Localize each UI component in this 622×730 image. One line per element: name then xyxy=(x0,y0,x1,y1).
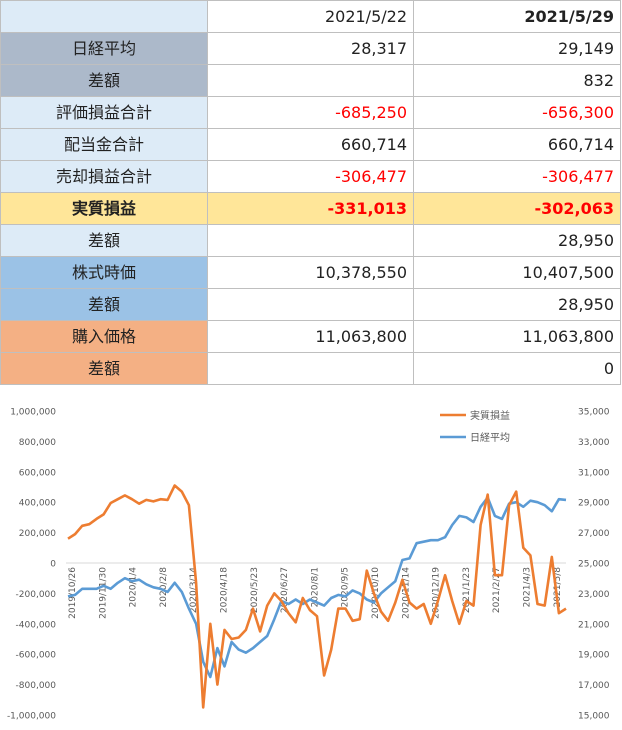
row-value-1: -331,013 xyxy=(207,192,414,225)
x-axis: 2019/10/26 2019/11/30 2020/1/4 2020/2/8 2020… xyxy=(68,567,563,619)
row-value-1: 660,714 xyxy=(207,128,414,161)
row-label-real: 実質損益 xyxy=(0,192,208,225)
summary-table: 2021/5/22 2021/5/29 日経平均 28,317 29,149 差… xyxy=(0,0,621,385)
right-tick-label: 23,000 xyxy=(578,590,610,600)
row-label-diff: 差額 xyxy=(0,352,208,385)
table-row: 評価損益合計 -685,250 -656,300 xyxy=(0,96,621,129)
table-row: 差額 832 xyxy=(0,64,621,97)
row-value-2: 28,950 xyxy=(413,224,621,257)
right-tick-label: 35,000 xyxy=(578,408,610,418)
table-header-row: 2021/5/22 2021/5/29 xyxy=(0,0,621,33)
right-tick-label: 17,000 xyxy=(578,681,610,691)
row-value-2: 28,950 xyxy=(413,288,621,321)
row-value-2: -656,300 xyxy=(413,96,621,129)
x-tick-label: 2021/5/8 xyxy=(553,567,563,608)
x-tick-label: 2020/12/19 xyxy=(432,567,442,619)
x-tick-label: 2020/10/10 xyxy=(371,567,381,619)
right-tick-label: 33,000 xyxy=(578,438,610,448)
series-lines xyxy=(67,484,567,709)
left-tick-label: -1,000,000 xyxy=(7,712,56,722)
row-label-dividend: 配当金合計 xyxy=(0,128,208,161)
row-value-1 xyxy=(207,352,414,385)
x-tick-label: 2020/5/23 xyxy=(250,567,260,613)
table-row: 株式時価 10,378,550 10,407,500 xyxy=(0,256,621,289)
table-row: 差額 28,950 xyxy=(0,224,621,257)
x-tick-label: 2019/10/26 xyxy=(68,567,78,619)
left-axis: 1,000,000 800,000 600,000 400,000 200,000 0 -2… xyxy=(7,408,56,722)
row-value-1: -306,477 xyxy=(207,160,414,193)
left-tick-label: -400,000 xyxy=(16,620,57,630)
right-tick-label: 27,000 xyxy=(578,529,610,539)
right-tick-label: 21,000 xyxy=(578,620,610,630)
row-value-2: -302,063 xyxy=(413,192,621,225)
left-tick-label: 1,000,000 xyxy=(10,408,56,418)
row-label-sale: 売却損益合計 xyxy=(0,160,208,193)
right-tick-label: 19,000 xyxy=(578,651,610,661)
row-value-2: 11,063,800 xyxy=(413,320,621,353)
row-label-market: 株式時価 xyxy=(0,256,208,289)
table-row: 実質損益 -331,013 -302,063 xyxy=(0,192,621,225)
row-value-1 xyxy=(207,288,414,321)
right-tick-label: 31,000 xyxy=(578,468,610,478)
row-value-2: 10,407,500 xyxy=(413,256,621,289)
table-row: 差額 0 xyxy=(0,352,621,385)
table-row: 配当金合計 660,714 660,714 xyxy=(0,128,621,161)
table-row: 日経平均 28,317 29,149 xyxy=(0,32,621,65)
header-date-2: 2021/5/29 xyxy=(413,0,621,33)
row-value-1: 10,378,550 xyxy=(207,256,414,289)
row-label-purchase: 購入価格 xyxy=(0,320,208,353)
table-row: 差額 28,950 xyxy=(0,288,621,321)
x-tick-label: 2020/8/1 xyxy=(310,567,320,607)
row-value-1: 11,063,800 xyxy=(207,320,414,353)
x-tick-label: 2019/11/30 xyxy=(98,567,108,619)
left-tick-label: 200,000 xyxy=(19,529,56,539)
x-tick-label: 2020/3/14 xyxy=(189,567,199,613)
row-label-diff: 差額 xyxy=(0,64,208,97)
row-value-2: 29,149 xyxy=(413,32,621,65)
right-tick-label: 25,000 xyxy=(578,560,610,570)
right-tick-label: 15,000 xyxy=(578,712,610,722)
left-tick-label: -600,000 xyxy=(16,651,57,661)
header-cell-blank xyxy=(0,0,208,33)
x-tick-label: 2021/4/3 xyxy=(523,567,533,607)
x-tick-label: 2020/9/5 xyxy=(341,567,351,607)
left-tick-label: 400,000 xyxy=(19,499,56,509)
left-tick-label: 600,000 xyxy=(19,468,56,478)
row-value-2: 0 xyxy=(413,352,621,385)
row-label-diff: 差額 xyxy=(0,224,208,257)
left-tick-label: 800,000 xyxy=(19,438,56,448)
x-tick-label: 2020/4/18 xyxy=(220,567,230,613)
left-tick-label: -200,000 xyxy=(16,590,57,600)
x-tick-label: 2020/2/8 xyxy=(159,567,169,608)
right-tick-label: 29,000 xyxy=(578,499,610,509)
left-tick-label: 0 xyxy=(50,560,56,570)
row-label-eval: 評価損益合計 xyxy=(0,96,208,129)
x-tick-label: 2020/6/27 xyxy=(280,567,290,613)
row-value-2: -306,477 xyxy=(413,160,621,193)
x-tick-label: 2021/1/23 xyxy=(462,567,472,613)
series-line-nikkei xyxy=(67,496,567,679)
row-value-1: 28,317 xyxy=(207,32,414,65)
table-row: 購入価格 11,063,800 11,063,800 xyxy=(0,320,621,353)
x-tick-label: 2021/2/27 xyxy=(492,567,502,613)
row-value-2: 660,714 xyxy=(413,128,621,161)
row-label-diff: 差額 xyxy=(0,288,208,321)
row-value-1 xyxy=(207,64,414,97)
row-value-1 xyxy=(207,224,414,257)
left-tick-label: -800,000 xyxy=(16,681,57,691)
legend-label: 実質損益 xyxy=(470,409,510,422)
series-line-real xyxy=(67,484,567,709)
row-label-nikkei: 日経平均 xyxy=(0,32,208,65)
line-chart: 1,000,000 800,000 600,000 400,000 200,000 0 -2… xyxy=(7,408,610,722)
header-date-1: 2021/5/22 xyxy=(207,0,414,33)
legend-label: 日経平均 xyxy=(470,431,510,444)
row-value-1: -685,250 xyxy=(207,96,414,129)
row-value-2: 832 xyxy=(413,64,621,97)
x-tick-label: 2020/1/4 xyxy=(129,567,139,608)
right-axis: 35,000 33,000 31,000 29,000 27,000 25,000 23,0… xyxy=(578,408,610,722)
table-row: 売却損益合計 -306,477 -306,477 xyxy=(0,160,621,193)
